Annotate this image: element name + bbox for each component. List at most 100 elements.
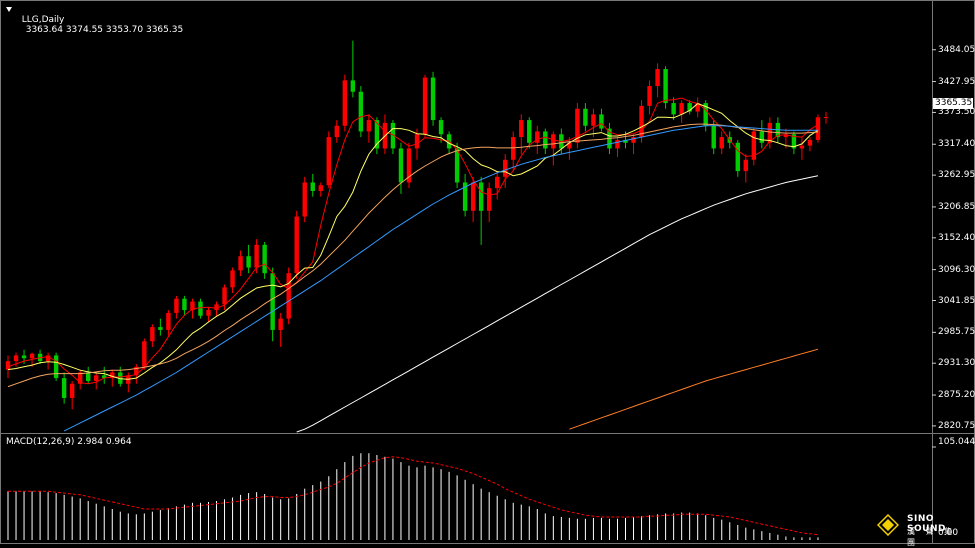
candle-body (791, 134, 797, 149)
candle-body (478, 182, 484, 211)
candle-body (759, 131, 765, 143)
candle (278, 312, 283, 347)
candle-body (270, 273, 275, 330)
candle (134, 363, 139, 384)
candle (198, 298, 203, 319)
candle (270, 267, 275, 342)
candle (679, 100, 684, 123)
candle-body (494, 176, 500, 189)
candle-body (29, 353, 35, 359)
candle-body (519, 120, 524, 138)
candle-body (302, 182, 307, 217)
candle-body (294, 216, 299, 274)
candle (647, 80, 652, 115)
candle-body (326, 137, 331, 186)
candle (110, 369, 115, 387)
candle (759, 120, 765, 149)
candle (583, 103, 588, 132)
symbol-label: LLG,Daily 3363.64 3374.55 3353.70 3365.3… (16, 5, 183, 35)
macd-axis-bottom: 0.00 (938, 528, 959, 538)
candle-body (575, 108, 580, 143)
ma-line-ma5 (7, 97, 819, 385)
candle (511, 131, 516, 172)
candle-body (543, 131, 548, 149)
candle-body (430, 77, 436, 121)
candle (503, 154, 508, 189)
candle (286, 267, 291, 325)
logo-name: SINO SOUND (907, 514, 946, 534)
candle (230, 267, 235, 294)
candle-body (334, 125, 340, 138)
candle-body (671, 103, 676, 115)
candle (599, 108, 604, 132)
candle (615, 137, 620, 157)
candle (799, 137, 805, 160)
candle (663, 66, 668, 109)
chevron-down-icon[interactable] (6, 7, 12, 12)
y-tick-label: 3096.30 (938, 264, 975, 275)
candle-body (783, 134, 789, 138)
candle-body (751, 131, 757, 160)
candle-body (527, 120, 532, 143)
candle (310, 173, 315, 197)
candle-body (807, 139, 813, 146)
candle-body (358, 91, 364, 132)
candle-body (350, 80, 356, 92)
candle (206, 307, 211, 322)
candle-body (150, 327, 155, 342)
y-tick-label: 3317.40 (938, 139, 975, 150)
candle-body (615, 139, 620, 149)
candle-body (631, 137, 636, 143)
candle (478, 176, 484, 245)
y-tick-label: 2931.30 (938, 358, 975, 369)
macd-panel (7, 446, 936, 540)
candle (719, 131, 724, 155)
moving-averages (7, 97, 819, 433)
candle (767, 117, 773, 149)
candle (342, 74, 348, 132)
candle-body (623, 139, 628, 143)
candle (158, 318, 163, 336)
candle-body (45, 355, 51, 362)
candle (807, 137, 813, 152)
sino-sound-logo-icon (877, 514, 899, 536)
candle (687, 100, 692, 115)
candle-body (214, 304, 219, 311)
candle-body (198, 301, 203, 316)
candle-body (799, 145, 805, 149)
candle-body (591, 114, 596, 126)
candle (350, 40, 356, 98)
candle-body (567, 142, 572, 149)
candle-body (735, 142, 740, 172)
candle-body (246, 256, 251, 268)
candle (695, 97, 700, 118)
candle-body (206, 310, 211, 316)
candle (591, 108, 596, 138)
candle-body (94, 375, 99, 381)
candle-body (711, 125, 716, 149)
candle (567, 137, 572, 160)
candle-body (230, 270, 235, 288)
candle (142, 338, 147, 370)
candle-body (599, 114, 604, 129)
y-tick-label: 3427.95 (938, 76, 975, 87)
candle-body (174, 298, 179, 313)
candle-body (166, 312, 171, 330)
candle (334, 120, 340, 143)
candle-body (190, 301, 195, 311)
macd-label: MACD(12,26,9) 2.984 0.964 (6, 437, 132, 447)
candle (470, 176, 476, 223)
y-tick-label: 2875.20 (938, 390, 975, 401)
candle-body (254, 244, 259, 268)
candle (222, 284, 227, 311)
candle (77, 369, 83, 390)
candle (94, 372, 99, 390)
y-tick-label: 2985.75 (938, 327, 975, 338)
candle-body (647, 86, 652, 106)
candle (246, 244, 251, 274)
candle-body (655, 69, 660, 87)
candle-body (454, 148, 460, 183)
candle-body (142, 341, 147, 367)
candle (366, 114, 372, 143)
